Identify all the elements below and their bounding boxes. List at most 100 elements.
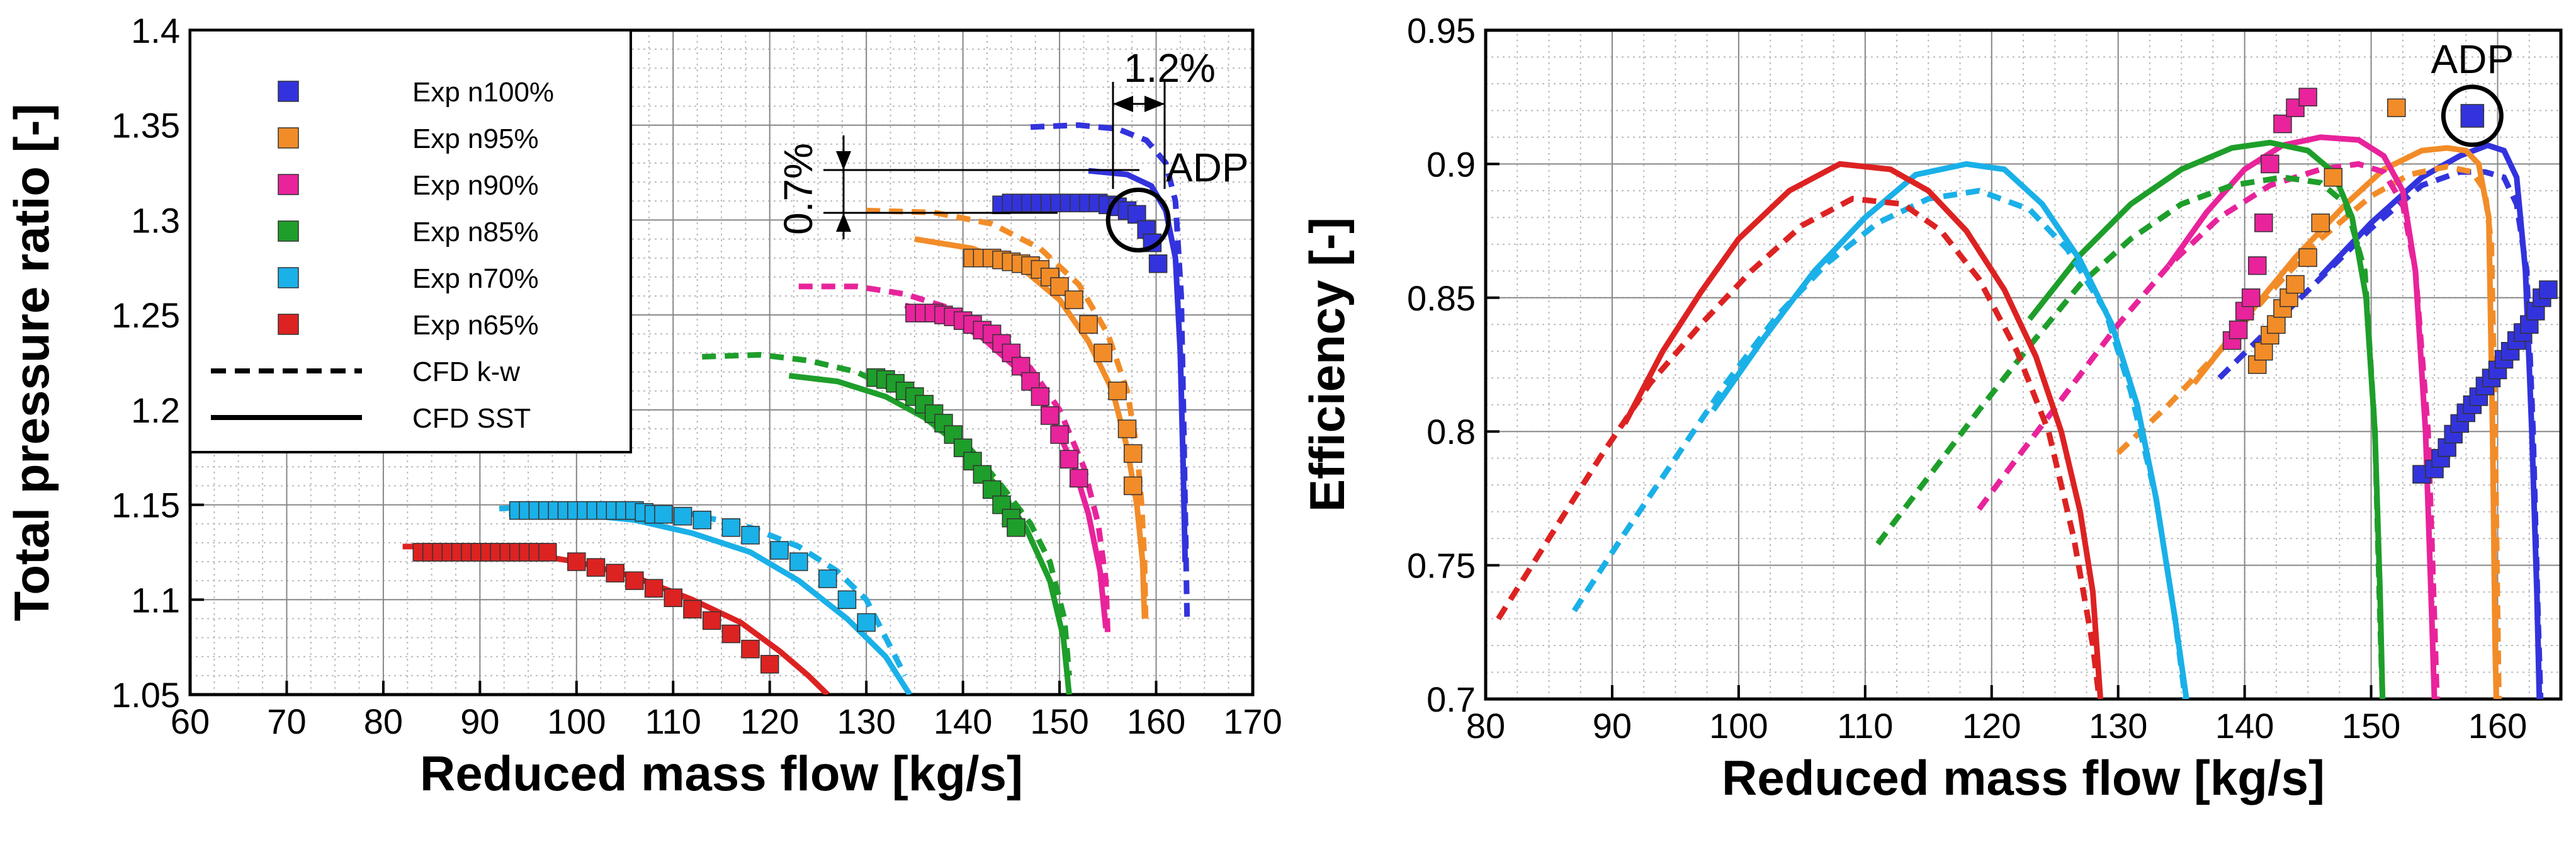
data-point-n90% xyxy=(1021,372,1040,391)
data-point-n95% xyxy=(1108,381,1127,401)
data-point-n95% xyxy=(1050,277,1069,296)
data-point-n65% xyxy=(606,564,624,583)
legend-box xyxy=(189,29,632,453)
data-point-n65% xyxy=(567,552,586,571)
grid xyxy=(1485,30,2562,700)
data-point-n85% xyxy=(973,465,992,484)
data-point-n95% xyxy=(2387,98,2406,117)
data-point-n100% xyxy=(2539,280,2558,299)
x-tick-label: 170 xyxy=(1223,702,1282,741)
y-tick-label: 1.35 xyxy=(111,106,180,145)
data-point-n95% xyxy=(1123,476,1143,496)
data-point-n65% xyxy=(721,624,741,644)
y-tick-label: 1.25 xyxy=(111,295,180,335)
data-point-n90% xyxy=(2298,88,2317,106)
x-tick-label: 140 xyxy=(2215,706,2274,746)
x-tick-label: 160 xyxy=(2468,706,2527,746)
data-point-n90% xyxy=(2247,256,2267,275)
series-n70%-cfd-kw xyxy=(499,502,908,677)
data-point-n65% xyxy=(644,579,664,598)
x-axis-label: Reduced mass flow [kg/s] xyxy=(420,746,1023,801)
series-n65%-cfd-sst xyxy=(1622,161,2104,699)
data-point-n90% xyxy=(1031,387,1050,406)
legend-marker xyxy=(278,174,299,195)
legend-label: Exp n85% xyxy=(412,217,539,247)
data-point-n95% xyxy=(2286,275,2305,294)
x-tick-label: 80 xyxy=(364,702,403,741)
legend-label: Exp n70% xyxy=(412,263,539,294)
data-point-n70% xyxy=(654,504,673,524)
y-tick-label: 1.1 xyxy=(131,580,180,620)
data-point-n65% xyxy=(664,588,683,608)
y-axis-label: Total pressure ratio [-] xyxy=(4,103,59,621)
adp-marker xyxy=(2460,104,2485,128)
data-point-n90% xyxy=(1050,425,1069,444)
data-point-n70% xyxy=(692,510,712,530)
data-point-n90% xyxy=(992,334,1011,353)
legend-marker xyxy=(278,220,299,242)
legend-marker xyxy=(278,267,299,288)
data-point-n85% xyxy=(982,480,1002,499)
series-n95%-cfd-sst xyxy=(2191,145,2499,699)
x-tick-label: 120 xyxy=(740,702,799,741)
x-tick-label: 130 xyxy=(2089,706,2147,746)
x-tick-label: 70 xyxy=(267,702,306,741)
data-point-n95% xyxy=(2324,168,2343,187)
data-point-n95% xyxy=(1093,343,1112,363)
y-tick-label: 1.2 xyxy=(131,390,180,430)
series-n85%-cfd-kw xyxy=(1875,174,2386,699)
data-point-n70% xyxy=(741,526,760,545)
series-layer xyxy=(402,122,1190,695)
data-point-n95% xyxy=(2267,315,2286,334)
x-tick-label: 100 xyxy=(547,702,606,741)
data-point-n90% xyxy=(1040,406,1059,425)
legend-label: CFD k-w xyxy=(412,356,520,387)
data-point-n90% xyxy=(2241,288,2261,307)
series-layer xyxy=(1496,88,2558,699)
data-point-n70% xyxy=(818,569,837,588)
data-point-n65% xyxy=(683,600,702,619)
legend-marker xyxy=(278,127,299,149)
data-point-n90% xyxy=(1011,356,1031,376)
adp-circle xyxy=(1105,187,1171,253)
legend-label: Exp n90% xyxy=(412,170,539,201)
legend-label: CFD SST xyxy=(412,403,531,434)
x-tick-label: 80 xyxy=(1466,706,1505,746)
legend-label: Exp n65% xyxy=(412,310,539,341)
data-point-n90% xyxy=(2254,213,2273,232)
right-chart: 80 90 100 110 120 130 140 150 160 0.7 0.75 0.8 0.85 0… xyxy=(1299,11,2563,805)
x-tick-label: 90 xyxy=(460,702,499,741)
x-tick-label: 60 xyxy=(171,702,210,741)
y-axis-label: Efficiency [-] xyxy=(1299,217,1355,512)
annotation-1-2-percent: 1.2% xyxy=(1124,45,1216,91)
data-point-n65% xyxy=(586,558,606,577)
data-point-n95% xyxy=(1123,444,1143,463)
y-tick-label: 0.8 xyxy=(1426,412,1476,452)
data-point-n65% xyxy=(741,639,760,659)
series-n100%-cfd-sst xyxy=(1088,168,1189,562)
adp-circle xyxy=(2441,84,2504,147)
series-n90%-cfd-sst xyxy=(2166,134,2438,699)
x-tick-label: 110 xyxy=(1837,706,1893,746)
data-point-n90% xyxy=(2261,154,2279,174)
arrow-head xyxy=(1144,96,1165,112)
series-n85%-cfd-sst xyxy=(2027,139,2386,699)
data-point-n90% xyxy=(1059,450,1079,469)
x-tick-label: 140 xyxy=(934,702,992,741)
series-n65%-cfd-kw xyxy=(1496,195,2103,699)
data-point-n70% xyxy=(673,506,692,526)
series-n85%-cfd-sst xyxy=(788,373,1072,695)
data-point-n95% xyxy=(2298,248,2317,267)
x-tick-label: 150 xyxy=(2342,706,2400,746)
data-point-n90% xyxy=(2229,321,2248,339)
x-tick-label: 150 xyxy=(1030,702,1088,741)
y-tick-label: 1.4 xyxy=(131,11,180,50)
x-tick-label: 160 xyxy=(1127,702,1185,741)
data-point-n100% xyxy=(1148,254,1168,273)
data-point-n70% xyxy=(857,613,876,632)
y-tick-label: 1.15 xyxy=(111,486,180,525)
data-point-n95% xyxy=(1065,290,1083,309)
x-tick-label: 110 xyxy=(645,702,701,741)
data-point-n90% xyxy=(1070,469,1088,488)
